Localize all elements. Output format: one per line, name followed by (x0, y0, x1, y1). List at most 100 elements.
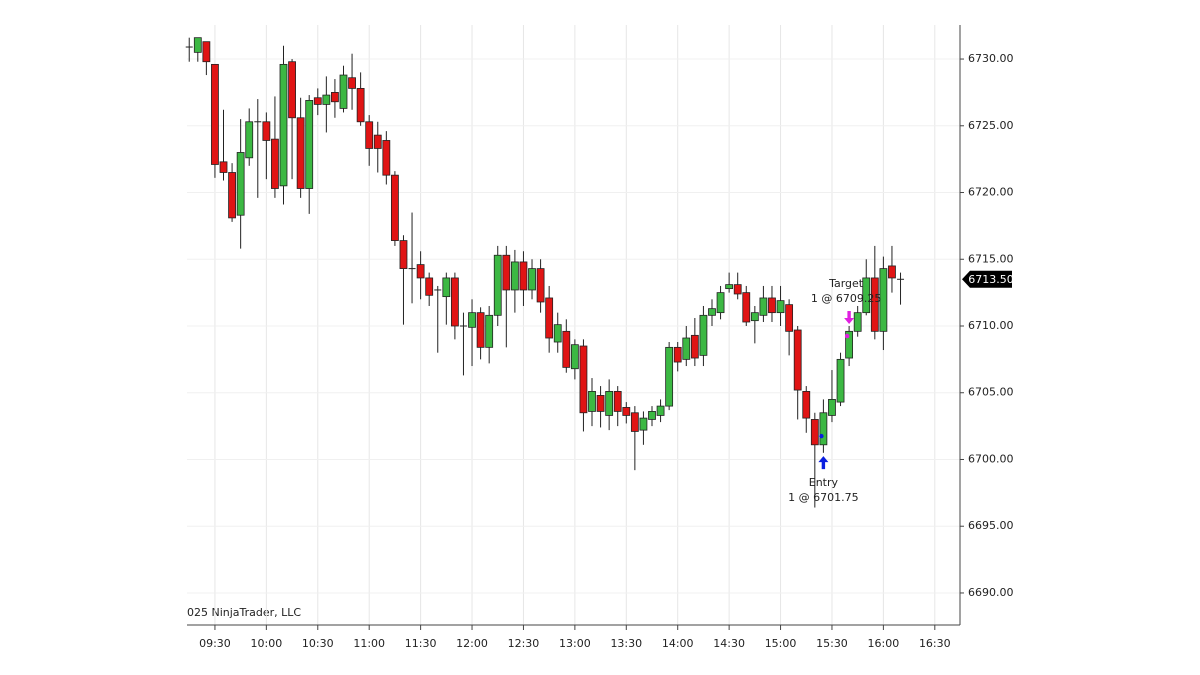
candle-body (562, 330, 571, 368)
candle-body (339, 74, 348, 109)
x-tick-label: 15:00 (765, 637, 797, 650)
x-tick-label: 14:30 (713, 637, 745, 650)
candle-body (682, 337, 691, 360)
candle-body (588, 391, 596, 412)
candle-body (630, 412, 639, 432)
candle-body (313, 97, 322, 105)
x-tick-label: 10:00 (251, 637, 283, 650)
candle-body (708, 308, 716, 316)
candle-body (750, 312, 759, 322)
candle-body (828, 399, 836, 416)
candle-body (879, 268, 888, 332)
target-arrow (844, 311, 855, 325)
last-price-label: 6713.50 (968, 273, 1014, 286)
candle-body (699, 314, 708, 356)
candle-body (510, 261, 519, 291)
y-tick-label: 6695.00 (968, 519, 1014, 532)
x-tick-label: 09:30 (199, 637, 231, 650)
candle-body (716, 292, 725, 314)
candle-body (528, 268, 536, 291)
candle-body (450, 277, 459, 327)
candle-body (639, 417, 648, 431)
candle-body (785, 304, 794, 332)
candle-body (845, 330, 854, 359)
candle-body (279, 63, 288, 187)
x-tick-label: 11:30 (405, 637, 437, 650)
candle-body (768, 297, 776, 314)
candle-body (365, 121, 374, 149)
candle-body (759, 297, 768, 316)
y-tick-label: 6720.00 (968, 186, 1014, 199)
candle-body (211, 63, 219, 165)
x-tick-label: 13:00 (559, 637, 591, 650)
candle-body (502, 254, 511, 291)
candle-body (870, 277, 879, 332)
candle-body (322, 94, 331, 105)
candle-body (596, 395, 605, 412)
candle-body (373, 134, 382, 149)
candle-body (733, 284, 742, 295)
last-price-box (962, 270, 1012, 288)
candle-body (425, 277, 434, 296)
candle-body (810, 419, 819, 446)
candle-body (219, 161, 228, 173)
candle-body (853, 312, 862, 332)
candle-body (493, 254, 502, 316)
candle-body (236, 152, 245, 216)
candle-body (836, 358, 845, 403)
candle-body (193, 37, 202, 53)
y-tick-label: 6700.00 (968, 452, 1014, 465)
candle-body (382, 140, 391, 176)
candle-body (348, 77, 356, 89)
annotation-text: 1 @ 6701.75 (788, 491, 858, 504)
candle-body (690, 334, 699, 359)
x-tick-label: 16:00 (868, 637, 900, 650)
candle-body (802, 391, 811, 419)
candle-body (622, 407, 631, 416)
y-tick-label: 6715.00 (968, 252, 1014, 265)
candle-body (391, 174, 399, 241)
x-tick-label: 15:30 (816, 637, 848, 650)
candle-body (725, 284, 734, 290)
x-tick-label: 14:00 (662, 637, 694, 650)
x-tick-label: 10:30 (302, 637, 334, 650)
candle-body (536, 268, 545, 303)
entry-arrow (818, 456, 829, 470)
y-tick-label: 6705.00 (968, 386, 1014, 399)
candle-body (605, 391, 614, 416)
candle-body (476, 312, 485, 348)
candle-body (665, 346, 674, 407)
candle-body (296, 117, 305, 189)
annotation-text: 1 @ 6709.25 (811, 292, 881, 305)
x-tick-label: 13:30 (610, 637, 642, 650)
candle-body (245, 121, 254, 159)
x-tick-label: 12:00 (456, 637, 488, 650)
y-tick-label: 6730.00 (968, 52, 1014, 65)
candle-body (742, 292, 751, 323)
candle-body (553, 324, 562, 343)
candle-body (228, 172, 236, 219)
candle-body (399, 240, 408, 270)
candle-body (793, 329, 802, 391)
candle-body (262, 121, 271, 141)
y-tick-label: 6690.00 (968, 586, 1014, 599)
candle-body (271, 138, 279, 189)
candle-body (288, 61, 296, 119)
candle-body (416, 264, 425, 279)
x-tick-label: 11:00 (353, 637, 385, 650)
candle-body (888, 265, 896, 279)
y-tick-label: 6725.00 (968, 119, 1014, 132)
candle-body (519, 261, 528, 291)
candle-body (776, 300, 785, 314)
candle-body (202, 41, 211, 63)
fill-marker (844, 333, 850, 339)
y-tick-label: 6710.00 (968, 319, 1014, 332)
fill-marker (819, 433, 824, 439)
candle-body (442, 277, 451, 298)
copyright: 025 NinjaTrader, LLC (187, 606, 301, 619)
candle-body (656, 405, 665, 416)
candle-body (862, 277, 871, 314)
x-tick-label: 12:30 (508, 637, 540, 650)
candle-body (468, 312, 476, 328)
